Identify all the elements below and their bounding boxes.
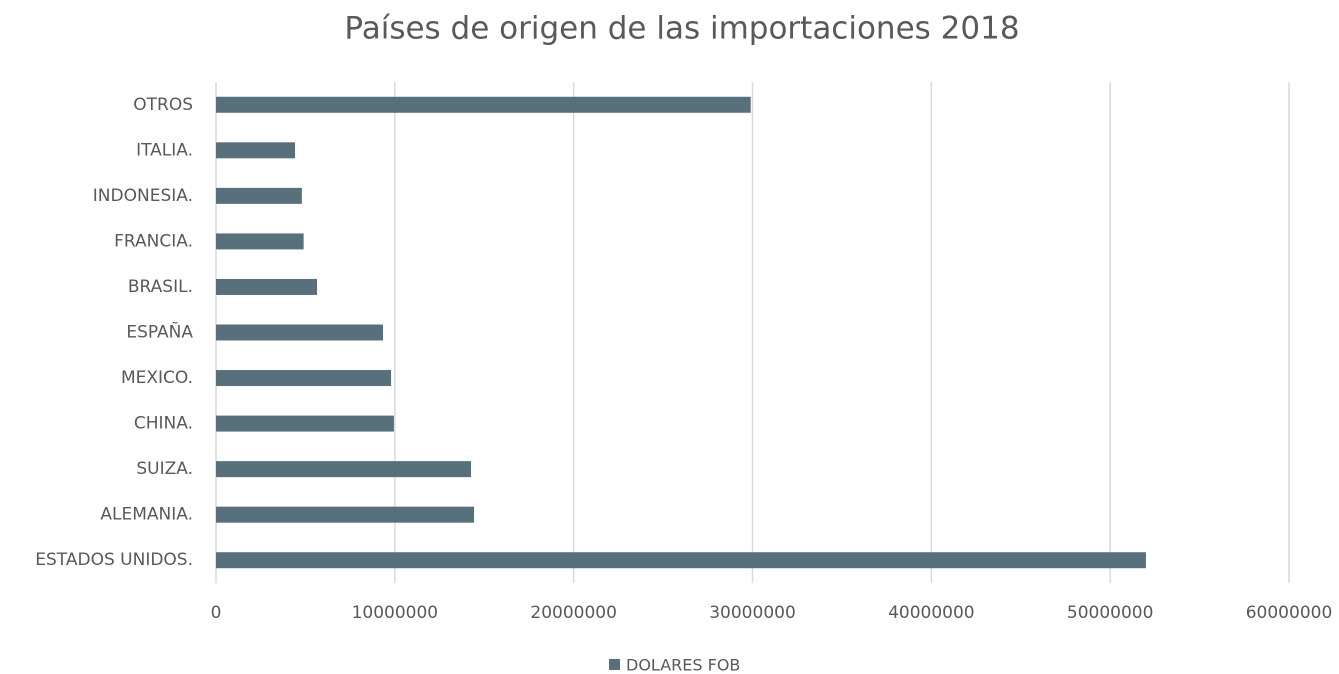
x-tick-label: 0 [211, 603, 222, 623]
y-tick-label: BRASIL. [128, 277, 193, 297]
x-tick-label: 60000000 [1246, 603, 1333, 623]
y-tick-label: CHINA. [134, 414, 193, 434]
legend-label: DOLARES FOB [626, 656, 740, 674]
bar [216, 96, 751, 113]
y-tick-label: MEXICO. [121, 368, 193, 388]
y-tick-label: FRANCIA. [114, 231, 193, 251]
bar [216, 370, 392, 387]
bar [216, 506, 475, 523]
x-tick-label: 50000000 [1067, 603, 1154, 623]
y-tick-label: SUIZA. [136, 459, 193, 479]
bar [216, 324, 384, 341]
bar [216, 187, 302, 204]
x-tick-label: 10000000 [352, 603, 439, 623]
legend-swatch [609, 659, 620, 670]
y-tick-label: ALEMANIA. [100, 505, 193, 525]
y-tick-label: OTROS [133, 95, 193, 115]
y-tick-label: ESTADOS UNIDOS. [35, 550, 193, 570]
bar [216, 415, 394, 432]
x-tick-label: 30000000 [709, 603, 796, 623]
bar [216, 552, 1146, 569]
bar [216, 461, 472, 478]
chart-title: Países de origen de las importaciones 20… [344, 11, 1019, 47]
y-tick-label: INDONESIA. [93, 186, 193, 206]
y-tick-label: ESPAÑA [126, 321, 193, 343]
bar [216, 142, 296, 159]
y-tick-label: ITALIA. [136, 140, 193, 160]
x-tick-label: 40000000 [888, 603, 975, 623]
bar [216, 233, 304, 250]
x-tick-label: 20000000 [530, 603, 617, 623]
bar [216, 278, 318, 295]
